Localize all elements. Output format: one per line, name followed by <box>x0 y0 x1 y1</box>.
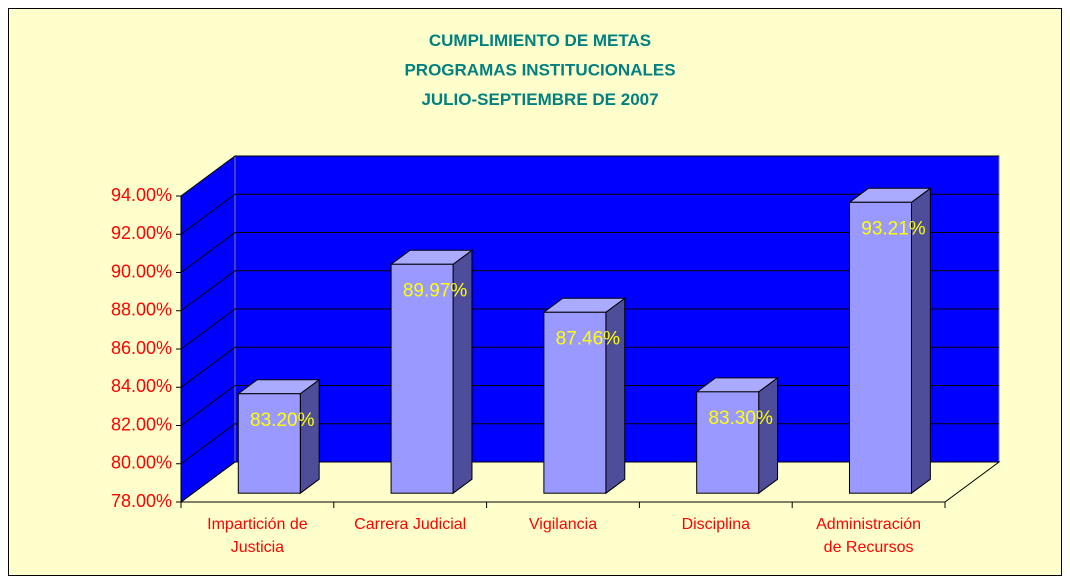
y-tick-label: 82.00% <box>111 414 172 434</box>
text-line: de Recursos <box>824 539 914 556</box>
x-tick-label: Impartición de Justicia <box>207 516 308 556</box>
value-label: 83.30% <box>708 408 773 429</box>
bar <box>237 393 301 494</box>
y-tick-label: 94.00% <box>111 185 172 205</box>
x-tick-label: Administración de Recursos <box>816 516 921 556</box>
grid-line <box>180 155 999 197</box>
y-tick-label: 78.00% <box>111 491 172 511</box>
bar <box>543 311 607 494</box>
x-tick-label: Carrera Judicial <box>354 516 466 533</box>
text-line: JULIO-SEPTIEMBRE DE 2007 <box>421 90 658 109</box>
value-label: 83.20% <box>250 410 315 431</box>
y-tick-label: 90.00% <box>111 261 172 281</box>
y-tick-label: 92.00% <box>111 223 172 243</box>
bar <box>848 201 912 494</box>
value-label: 89.97% <box>403 280 468 301</box>
text-line: PROGRAMAS INSTITUCIONALES <box>404 61 675 80</box>
bar <box>696 391 760 494</box>
value-label: 93.21% <box>861 218 926 239</box>
text-line: Impartición de <box>207 516 308 533</box>
grid-line <box>180 308 999 350</box>
grid-line <box>180 346 999 388</box>
text-line: Justicia <box>231 539 284 556</box>
text-line: Administración <box>816 516 921 533</box>
chart-title: CUMPLIMIENTO DE METAS PROGRAMAS INSTITUCI… <box>404 31 675 109</box>
grid-line <box>180 193 999 235</box>
text-line: CUMPLIMIENTO DE METAS <box>429 31 651 50</box>
y-tick-label: 86.00% <box>111 338 172 358</box>
y-tick-label: 88.00% <box>111 300 172 320</box>
bar-side <box>299 378 320 495</box>
value-label: 87.46% <box>556 328 621 349</box>
grid-line <box>180 232 999 273</box>
bar-side <box>758 376 779 495</box>
y-tick-label: 84.00% <box>111 376 172 396</box>
x-tick-label: Disciplina <box>682 516 751 533</box>
x-tick-label: Vigilancia <box>529 516 597 533</box>
grid-line <box>180 270 999 312</box>
y-tick-label: 80.00% <box>111 453 172 473</box>
bar <box>390 263 454 494</box>
